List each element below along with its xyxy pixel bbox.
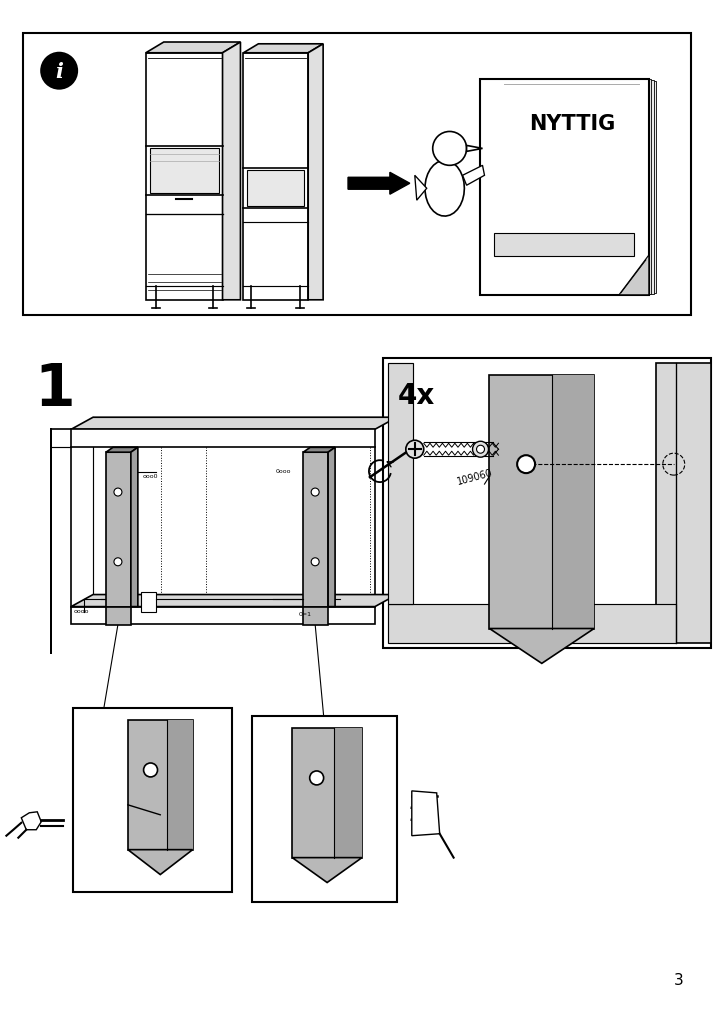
Polygon shape <box>106 448 138 453</box>
Polygon shape <box>619 256 649 295</box>
Polygon shape <box>334 728 362 857</box>
Polygon shape <box>292 857 362 883</box>
Polygon shape <box>128 850 193 875</box>
Polygon shape <box>656 363 710 644</box>
Polygon shape <box>253 717 397 903</box>
Polygon shape <box>71 418 397 430</box>
Text: 0=1: 0=1 <box>298 611 311 616</box>
Polygon shape <box>106 453 131 607</box>
Text: ooo0: ooo0 <box>143 473 159 478</box>
Polygon shape <box>71 594 397 607</box>
Circle shape <box>476 446 485 454</box>
Polygon shape <box>71 607 375 624</box>
FancyArrow shape <box>348 173 410 195</box>
Text: oooo: oooo <box>74 608 89 613</box>
Circle shape <box>114 488 122 496</box>
Polygon shape <box>71 430 375 448</box>
Polygon shape <box>150 150 218 194</box>
Circle shape <box>41 54 77 90</box>
Polygon shape <box>388 363 413 604</box>
Polygon shape <box>308 44 323 300</box>
Text: 4x: 4x <box>398 382 435 410</box>
Polygon shape <box>303 607 328 625</box>
Polygon shape <box>552 375 594 629</box>
Text: i: i <box>55 62 63 82</box>
Polygon shape <box>146 42 241 54</box>
Circle shape <box>433 132 466 166</box>
Polygon shape <box>248 171 304 207</box>
Polygon shape <box>223 42 241 300</box>
Polygon shape <box>24 33 690 315</box>
Circle shape <box>144 763 158 777</box>
Polygon shape <box>292 728 362 857</box>
Polygon shape <box>106 607 131 625</box>
Polygon shape <box>21 812 41 830</box>
Polygon shape <box>425 161 464 217</box>
Polygon shape <box>128 721 193 850</box>
Polygon shape <box>141 592 156 612</box>
Polygon shape <box>487 82 656 294</box>
Polygon shape <box>466 147 483 153</box>
Polygon shape <box>480 80 649 295</box>
Polygon shape <box>495 234 634 257</box>
Circle shape <box>311 558 319 566</box>
Polygon shape <box>243 44 323 54</box>
Polygon shape <box>388 604 675 644</box>
Polygon shape <box>328 448 335 607</box>
Polygon shape <box>482 80 651 295</box>
Polygon shape <box>383 358 710 649</box>
Polygon shape <box>415 176 427 201</box>
Polygon shape <box>73 709 233 893</box>
Polygon shape <box>412 791 440 836</box>
Polygon shape <box>167 721 193 850</box>
Circle shape <box>517 456 535 474</box>
Circle shape <box>310 771 323 786</box>
Polygon shape <box>463 166 485 186</box>
Text: 109060: 109060 <box>456 468 493 487</box>
Polygon shape <box>146 54 223 300</box>
Polygon shape <box>303 453 328 607</box>
Text: NYTTIG: NYTTIG <box>530 114 615 134</box>
Circle shape <box>114 558 122 566</box>
Polygon shape <box>303 448 335 453</box>
Text: 1: 1 <box>34 360 75 418</box>
Circle shape <box>473 442 488 458</box>
Polygon shape <box>485 81 654 294</box>
Circle shape <box>406 441 423 459</box>
Text: 3: 3 <box>674 973 684 987</box>
Polygon shape <box>490 629 594 664</box>
Circle shape <box>311 488 319 496</box>
Text: 0ooo: 0ooo <box>276 469 291 474</box>
Polygon shape <box>490 375 594 629</box>
Polygon shape <box>243 54 308 300</box>
Polygon shape <box>131 448 138 607</box>
